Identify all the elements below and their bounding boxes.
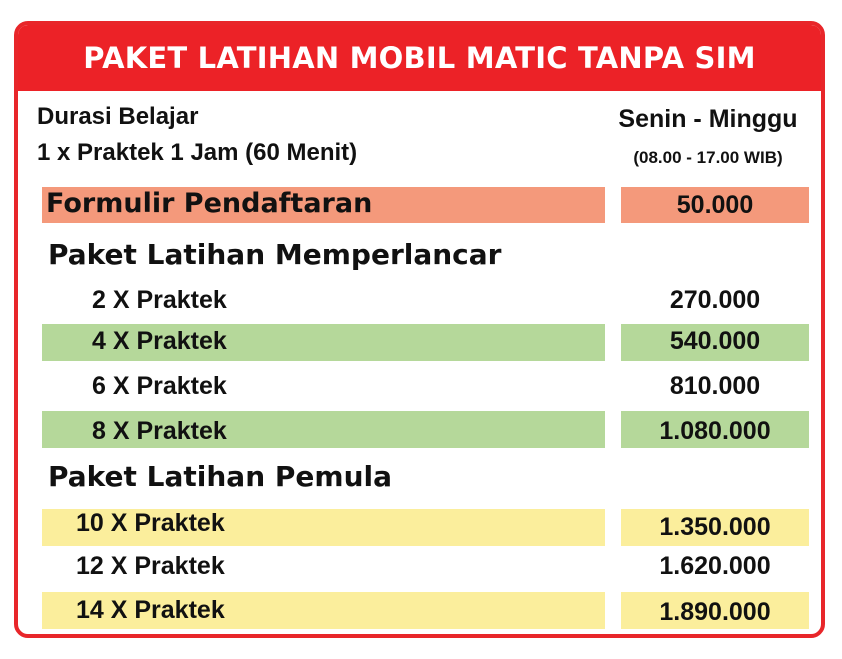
row-label-12x: 12 X Praktek — [76, 552, 225, 580]
schedule-hours: (08.00 - 17.00 WIB) — [633, 148, 783, 167]
row-price-bg-4x — [621, 324, 809, 361]
registration-row-bg — [42, 187, 605, 223]
row-bg-10x — [42, 509, 605, 546]
section-title-memperlancar: Paket Latihan Memperlancar — [48, 238, 502, 271]
row-label-10x: 10 X Praktek — [76, 509, 225, 537]
price-card: PAKET LATIHAN MOBIL MATIC TANPA SIM Dura… — [14, 21, 825, 638]
row-label-4x: 4 X Praktek — [92, 327, 227, 355]
row-bg-4x — [42, 324, 605, 361]
page-title: PAKET LATIHAN MOBIL MATIC TANPA SIM — [83, 41, 756, 75]
row-price-8x: 1.080.000 — [659, 417, 771, 445]
registration-price: 50.000 — [676, 191, 754, 219]
row-price-4x: 540.000 — [669, 327, 761, 355]
row-price-bg-8x — [621, 411, 809, 448]
row-price-2x: 270.000 — [669, 286, 761, 314]
row-label-6x: 6 X Praktek — [92, 372, 227, 400]
row-price-10x: 1.350.000 — [659, 513, 771, 541]
schedule-days: Senin - Minggu — [618, 105, 798, 133]
duration-detail: 1 x Praktek 1 Jam (60 Menit) — [37, 139, 358, 166]
duration-label: Durasi Belajar — [37, 103, 199, 130]
section-title-pemula: Paket Latihan Pemula — [48, 460, 392, 493]
row-bg-8x — [42, 411, 605, 448]
row-label-2x: 2 X Praktek — [92, 286, 227, 314]
row-label-8x: 8 X Praktek — [92, 417, 227, 445]
registration-price-bg — [621, 187, 809, 223]
title-banner: PAKET LATIHAN MOBIL MATIC TANPA SIM — [18, 25, 821, 91]
row-price-bg-14x — [621, 592, 809, 629]
row-bg-14x — [42, 592, 605, 629]
row-label-14x: 14 X Praktek — [76, 596, 225, 624]
row-price-14x: 1.890.000 — [659, 598, 771, 626]
row-price-bg-10x — [621, 509, 809, 546]
row-price-12x: 1.620.000 — [659, 552, 771, 580]
row-price-6x: 810.000 — [669, 372, 761, 400]
registration-label: Formulir Pendaftaran — [46, 188, 373, 219]
